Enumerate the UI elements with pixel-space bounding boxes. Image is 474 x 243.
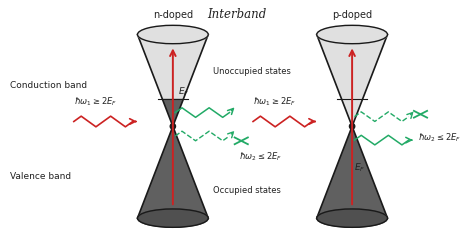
Text: Interband: Interband: [207, 8, 266, 21]
Text: $\hbar\omega_2 \leq 2E_F$: $\hbar\omega_2 \leq 2E_F$: [418, 131, 461, 144]
Text: $\hbar\omega_1 \geq 2E_F$: $\hbar\omega_1 \geq 2E_F$: [253, 96, 296, 108]
Text: $E_F$: $E_F$: [178, 85, 189, 98]
Polygon shape: [341, 99, 363, 126]
Polygon shape: [137, 126, 208, 218]
Text: Valence band: Valence band: [10, 172, 71, 181]
Ellipse shape: [137, 25, 208, 44]
Ellipse shape: [349, 124, 355, 129]
Text: $\hbar\omega_1 \geq 2E_F$: $\hbar\omega_1 \geq 2E_F$: [74, 96, 117, 108]
Polygon shape: [317, 126, 387, 218]
Ellipse shape: [170, 124, 175, 129]
Text: Occupied states: Occupied states: [213, 186, 281, 195]
Polygon shape: [137, 35, 208, 126]
Ellipse shape: [317, 209, 387, 227]
Text: $\hbar\omega_2 \leq 2E_F$: $\hbar\omega_2 \leq 2E_F$: [239, 150, 282, 163]
Text: $E_F$: $E_F$: [355, 161, 366, 174]
Polygon shape: [317, 35, 387, 126]
Polygon shape: [162, 99, 183, 126]
Text: Unoccupied states: Unoccupied states: [213, 67, 291, 76]
Text: Conduction band: Conduction band: [10, 80, 87, 89]
Text: p-doped: p-doped: [332, 10, 372, 20]
Ellipse shape: [317, 25, 387, 44]
Text: n-doped: n-doped: [153, 10, 193, 20]
Ellipse shape: [137, 209, 208, 227]
